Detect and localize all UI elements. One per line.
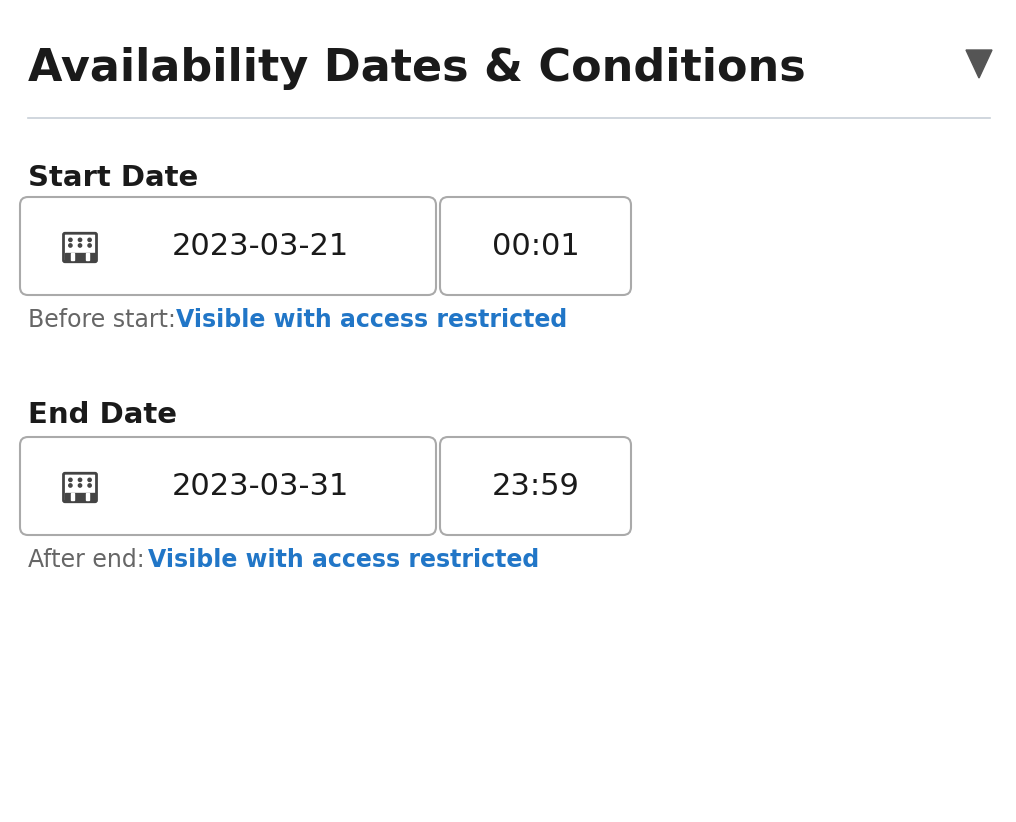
Bar — [85, 493, 89, 500]
FancyBboxPatch shape — [440, 437, 631, 535]
Circle shape — [88, 484, 91, 487]
Circle shape — [69, 244, 72, 247]
Circle shape — [78, 484, 81, 487]
Circle shape — [88, 238, 91, 242]
Circle shape — [78, 238, 81, 242]
Bar — [65, 253, 96, 261]
Text: Before start:: Before start: — [28, 308, 176, 332]
Circle shape — [88, 478, 91, 482]
Circle shape — [69, 484, 72, 487]
FancyBboxPatch shape — [63, 473, 97, 501]
Text: Visible with access restricted: Visible with access restricted — [148, 548, 539, 572]
Polygon shape — [966, 50, 992, 78]
FancyBboxPatch shape — [20, 437, 436, 535]
Text: Start Date: Start Date — [28, 164, 198, 192]
Text: Visible with access restricted: Visible with access restricted — [176, 308, 567, 332]
Bar — [71, 493, 74, 500]
Text: End Date: End Date — [28, 401, 177, 429]
Circle shape — [78, 478, 81, 482]
Text: Availability Dates & Conditions: Availability Dates & Conditions — [28, 47, 806, 90]
Bar — [85, 253, 89, 260]
Text: 2023-03-31: 2023-03-31 — [172, 472, 348, 501]
FancyBboxPatch shape — [63, 233, 97, 261]
FancyBboxPatch shape — [440, 197, 631, 295]
Text: After end:: After end: — [28, 548, 144, 572]
Text: 2023-03-21: 2023-03-21 — [172, 232, 348, 261]
FancyBboxPatch shape — [20, 197, 436, 295]
Circle shape — [78, 244, 81, 247]
Circle shape — [88, 244, 91, 247]
Bar — [65, 493, 96, 501]
Bar — [71, 253, 74, 260]
Circle shape — [69, 478, 72, 482]
Text: 00:01: 00:01 — [492, 232, 579, 261]
Circle shape — [69, 238, 72, 242]
Text: 23:59: 23:59 — [492, 472, 579, 501]
